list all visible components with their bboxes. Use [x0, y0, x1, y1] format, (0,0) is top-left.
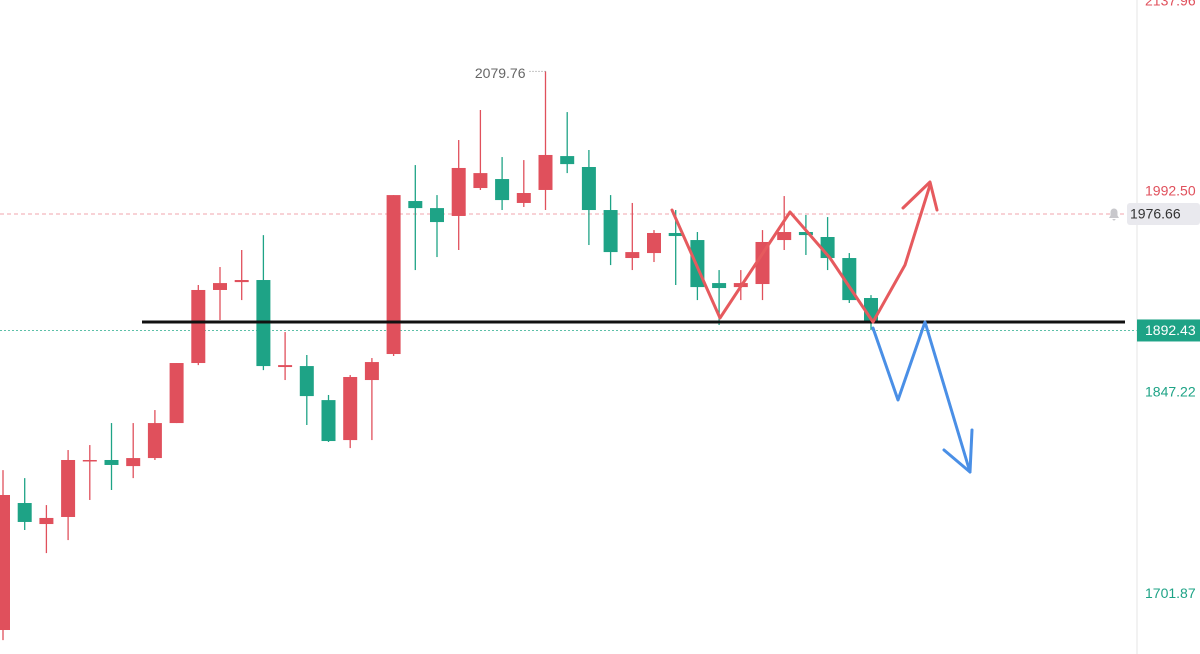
candle-body: [61, 459, 76, 517]
red-path: [670, 183, 932, 324]
candle-body: [126, 458, 141, 467]
alert-price-label: 1976.66: [1130, 206, 1181, 222]
candle-body: [647, 232, 661, 254]
user-drawings: [142, 180, 1125, 474]
blue-arrowhead: [942, 428, 974, 474]
candle-body: [777, 232, 792, 241]
candle-body: [169, 363, 184, 424]
candle-body: [364, 362, 379, 381]
candle-body: [147, 423, 162, 459]
candle-body: [668, 232, 683, 237]
candle-body: [386, 195, 401, 355]
candle-body: [625, 252, 640, 259]
high-label: 2079.76: [475, 65, 526, 81]
y-tick-label: 2137.96: [1145, 0, 1196, 9]
y-tick-label: 1701.87: [1145, 585, 1196, 601]
candle-body: [603, 210, 618, 253]
candle-body: [234, 280, 249, 283]
candle-body: [755, 241, 770, 285]
blue-path: [871, 320, 972, 474]
candle-body: [0, 494, 10, 631]
candle-body: [343, 376, 358, 441]
candle-body: [538, 154, 553, 190]
candle-body: [82, 459, 97, 462]
candle-body: [581, 167, 596, 211]
candle-body: [560, 156, 575, 165]
candle-body: [712, 283, 727, 289]
last-price-label: 1892.43: [1145, 322, 1196, 338]
candle-body: [451, 167, 466, 216]
y-tick-label: 1992.50: [1145, 183, 1196, 199]
candle-body: [321, 400, 336, 442]
candle-body: [430, 208, 444, 223]
candle-body: [104, 459, 119, 465]
candle-body: [39, 517, 54, 525]
alert-tag: [1127, 202, 1200, 225]
y-tick-label: 1847.22: [1145, 384, 1196, 400]
candle-body: [191, 289, 206, 364]
candle-body: [516, 193, 531, 203]
candle-body: [473, 173, 488, 189]
candle-body: [495, 179, 510, 201]
bell-icon: [1109, 208, 1119, 221]
candle-body: [278, 365, 293, 368]
candle-body: [213, 283, 227, 290]
candle-body: [798, 232, 813, 236]
candle-body: [17, 503, 32, 522]
last-price-tag: [1137, 319, 1200, 342]
plot-area: 2079.76 2137.96 1992.50 1847.22 1701.87: [0, 0, 1196, 641]
red-arrowhead: [901, 180, 939, 212]
candle-body: [408, 201, 423, 209]
candle-body: [299, 366, 314, 397]
alert-bell: [1109, 208, 1119, 221]
